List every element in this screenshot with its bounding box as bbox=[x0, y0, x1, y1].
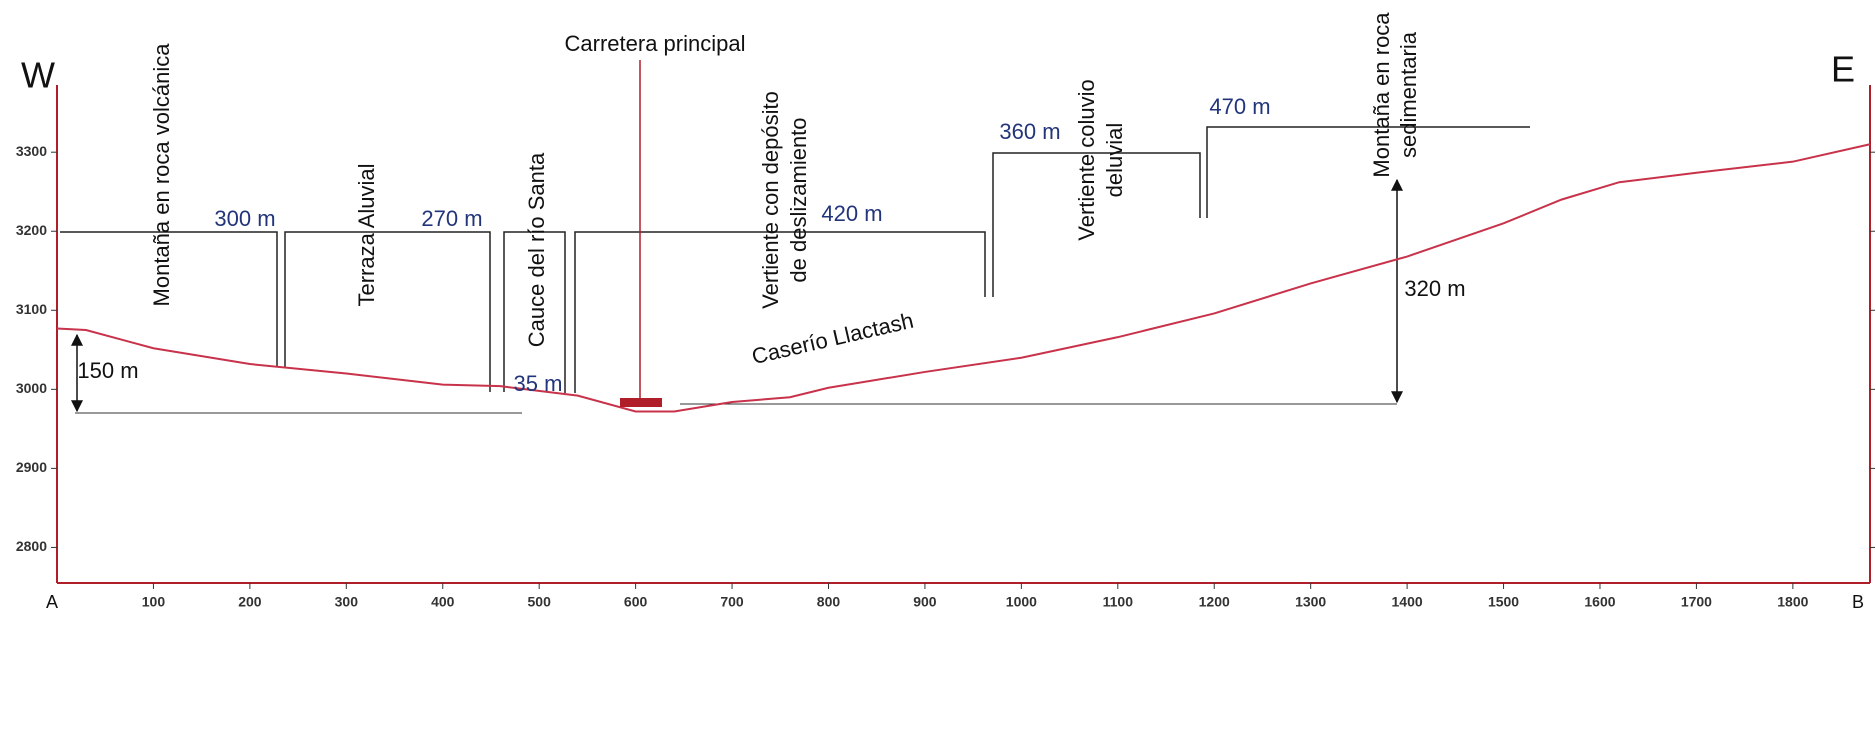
x-tick-label: 100 bbox=[142, 594, 166, 610]
x-tick-label: 1600 bbox=[1584, 594, 1615, 610]
road-label: Carretera principal bbox=[565, 31, 746, 56]
width-label: 270 m bbox=[421, 206, 482, 231]
brackets bbox=[60, 126, 1530, 414]
bracket bbox=[574, 231, 986, 393]
width-label: 300 m bbox=[214, 206, 275, 231]
x-tick-label: 1500 bbox=[1488, 594, 1519, 610]
bracket bbox=[60, 231, 278, 367]
x-tick-label: 200 bbox=[238, 594, 262, 610]
x-tick-label: 900 bbox=[913, 594, 937, 610]
x-tick-label: 1300 bbox=[1295, 594, 1326, 610]
corner-label: A bbox=[46, 592, 58, 612]
road-marker bbox=[620, 398, 662, 407]
unit-label: deluvial bbox=[1102, 123, 1127, 198]
corner-label: B bbox=[1852, 592, 1864, 612]
x-tick-label: 1100 bbox=[1103, 594, 1134, 610]
x-tick-label: 1400 bbox=[1392, 594, 1423, 610]
unit-label: Cauce del río Santa bbox=[524, 152, 549, 347]
x-tick-label: 300 bbox=[335, 594, 359, 610]
unit-label: Terraza Aluvial bbox=[354, 163, 379, 306]
y-tick-label: 3300 bbox=[16, 143, 47, 159]
unit-label: Vertiente coluvio bbox=[1074, 79, 1099, 240]
bracket bbox=[1206, 126, 1530, 218]
bracket bbox=[992, 152, 1201, 297]
unit-label: de deslizamiento bbox=[786, 117, 811, 282]
height-label: 150 m bbox=[77, 358, 138, 383]
height-label: 320 m bbox=[1404, 276, 1465, 301]
x-tick-label: 600 bbox=[624, 594, 648, 610]
unit-label: Montaña en roca bbox=[1369, 12, 1394, 178]
x-tick-label: 1000 bbox=[1006, 594, 1037, 610]
bracket bbox=[284, 231, 491, 392]
y-tick-label: 2800 bbox=[16, 538, 47, 554]
unit-label: Vertiente con depósito bbox=[758, 91, 783, 309]
width-label: 360 m bbox=[999, 119, 1060, 144]
x-tick-label: 1800 bbox=[1777, 594, 1808, 610]
village-label: Caserío Llactash bbox=[749, 308, 915, 369]
x-tick-label: 1200 bbox=[1199, 594, 1230, 610]
corner-label: W bbox=[21, 55, 55, 96]
bracket bbox=[503, 231, 566, 393]
unit-label: Montaña en roca volcánica bbox=[149, 43, 174, 307]
y-tick-label: 3000 bbox=[16, 380, 47, 396]
y-tick-label: 3100 bbox=[16, 301, 47, 317]
x-tick-label: 500 bbox=[528, 594, 552, 610]
unit-label: sedimentaria bbox=[1396, 31, 1421, 158]
profile-line bbox=[56, 143, 1871, 413]
y-tick-label: 3200 bbox=[16, 222, 47, 238]
x-tick-label: 700 bbox=[720, 594, 744, 610]
width-label: 420 m bbox=[821, 201, 882, 226]
width-label: 470 m bbox=[1209, 94, 1270, 119]
x-tick-label: 800 bbox=[817, 594, 841, 610]
x-tick-label: 1700 bbox=[1681, 594, 1712, 610]
corner-label: E bbox=[1831, 49, 1855, 90]
x-tick-label: 400 bbox=[431, 594, 455, 610]
y-tick-label: 2900 bbox=[16, 459, 47, 475]
width-label: 35 m bbox=[514, 371, 563, 396]
